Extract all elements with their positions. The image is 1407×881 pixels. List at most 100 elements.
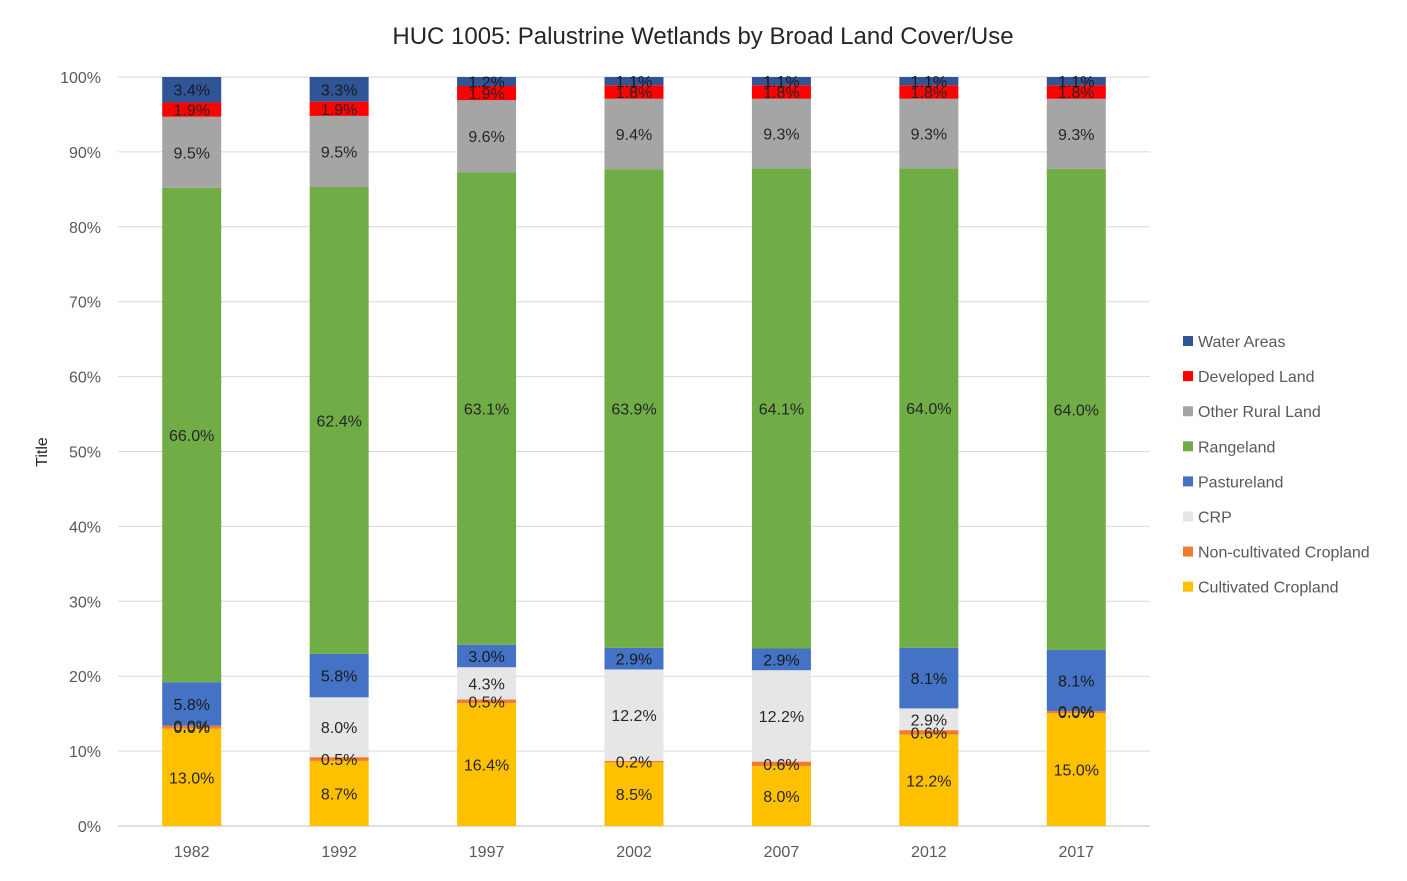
data-label: 0.0% — [1058, 705, 1094, 722]
data-label: 0.5% — [321, 752, 357, 769]
data-label: 1.8% — [911, 85, 947, 102]
data-label: 9.4% — [616, 127, 652, 144]
data-label: 1.9% — [321, 102, 357, 119]
bar-segment — [457, 172, 517, 645]
legend-swatch — [1183, 581, 1193, 592]
bar-segment — [604, 760, 664, 763]
y-tick-label: 10% — [69, 744, 101, 761]
data-label: 9.3% — [1058, 127, 1094, 144]
data-label: 1.1% — [763, 74, 799, 91]
bar-segment — [1046, 710, 1106, 714]
data-label: 2.9% — [911, 712, 947, 729]
data-label: 8.7% — [321, 786, 357, 803]
data-label: 1.8% — [763, 85, 799, 102]
data-label: 64.1% — [759, 401, 804, 418]
chart-title: HUC 1005: Palustrine Wetlands by Broad L… — [392, 23, 1013, 50]
bar-segment — [751, 670, 811, 762]
y-axis-label: Title — [34, 437, 51, 467]
x-tick-label: 2002 — [616, 844, 652, 861]
bar-segment — [751, 648, 811, 671]
data-label: 0.0% — [1058, 704, 1094, 721]
bar-segment — [457, 77, 517, 86]
bar-segment — [751, 85, 811, 99]
bar-segment — [457, 644, 517, 668]
bar-segment — [899, 168, 959, 648]
legend-swatch — [1183, 476, 1193, 487]
data-label: 0.5% — [468, 694, 504, 711]
bar-segment — [162, 682, 222, 726]
bar-segment — [1046, 77, 1106, 86]
y-tick-label: 20% — [69, 669, 101, 686]
data-label: 3.3% — [321, 82, 357, 99]
y-axis-ticks: 0% 10% 20% 30% 40% 50% 60% 70% 80% 90% 100% — [60, 70, 101, 836]
data-labels: 13.0% 0.0% 0.0% 5.8% 66.0% 9.5% 1.9% 3.4% 8.7% 0.… — [169, 74, 1099, 806]
data-label: 9.3% — [911, 127, 947, 144]
data-label: 12.2% — [759, 709, 804, 726]
bar-segment — [751, 98, 811, 169]
bar-segment — [457, 100, 517, 173]
bar-segment — [162, 725, 222, 729]
bar-segment — [899, 647, 959, 709]
bar-segment — [457, 667, 517, 700]
bar-segment — [162, 187, 222, 683]
bar-segment — [309, 186, 369, 654]
bar-segment — [309, 77, 369, 102]
bar-segment — [751, 766, 811, 826]
data-label: 15.0% — [1054, 763, 1099, 780]
data-label: 12.2% — [611, 708, 656, 725]
bar-segment — [899, 708, 959, 731]
legend-swatch — [1183, 441, 1193, 452]
legend-entry: Developed Land — [1198, 369, 1315, 386]
legend-entry: Cultivated Cropland — [1198, 580, 1339, 597]
data-label: 8.0% — [763, 789, 799, 806]
bar-segment — [1046, 168, 1106, 651]
data-label: 2.9% — [763, 652, 799, 669]
data-label: 1.1% — [1058, 74, 1094, 91]
y-tick-label: 0% — [78, 819, 101, 836]
data-label: 8.0% — [321, 720, 357, 737]
data-label: 64.0% — [906, 401, 951, 418]
legend-entry: Rangeland — [1198, 439, 1275, 456]
data-label: 16.4% — [464, 758, 509, 775]
data-label: 0.0% — [173, 719, 209, 736]
bar-segment — [309, 653, 369, 698]
data-label: 64.0% — [1054, 402, 1099, 419]
y-tick-label: 40% — [69, 519, 101, 536]
y-tick-label: 70% — [69, 295, 101, 312]
legend-entry: Non-cultivated Cropland — [1198, 545, 1370, 562]
bar-segment — [751, 168, 811, 649]
data-label: 1.9% — [468, 86, 504, 103]
legend-swatch — [1183, 511, 1193, 522]
bar-segment — [604, 169, 664, 648]
y-tick-label: 90% — [69, 145, 101, 162]
bar-segment — [309, 115, 369, 187]
data-label: 5.8% — [321, 669, 357, 686]
bars — [162, 77, 1106, 826]
bar-segment — [899, 85, 959, 99]
data-label: 0.2% — [616, 755, 652, 772]
x-tick-label: 1982 — [174, 844, 210, 861]
data-label: 8.1% — [1058, 673, 1094, 690]
data-label: 8.5% — [616, 787, 652, 804]
bar-segment — [162, 77, 222, 103]
bar-segment — [604, 85, 664, 99]
bar-segment — [309, 757, 369, 761]
bar-segment — [1046, 650, 1106, 711]
data-label: 0.0% — [173, 720, 209, 737]
x-tick-label: 2012 — [911, 844, 947, 861]
data-label: 4.3% — [468, 676, 504, 693]
data-label: 9.6% — [468, 129, 504, 146]
legend-swatch — [1183, 546, 1193, 557]
bar-segment — [457, 703, 517, 826]
data-label: 13.0% — [169, 770, 214, 787]
bar-segment — [309, 697, 369, 758]
data-label: 0.6% — [911, 725, 947, 742]
bar-segment — [899, 98, 959, 169]
bar-segment — [1046, 85, 1106, 99]
legend: Water Areas Developed Land Other Rural Lan… — [1183, 334, 1370, 597]
data-label: 1.9% — [173, 103, 209, 120]
bar-segment — [457, 699, 517, 704]
y-tick-label: 30% — [69, 594, 101, 611]
bar-segment — [899, 734, 959, 826]
